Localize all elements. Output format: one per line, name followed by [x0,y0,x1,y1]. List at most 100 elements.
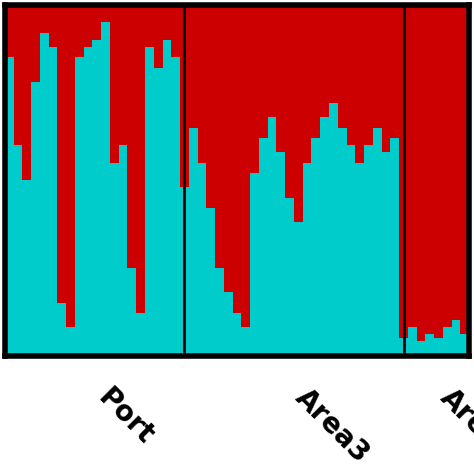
Bar [276,5,285,356]
Bar [382,5,391,356]
Bar [241,328,250,356]
Bar [338,128,346,356]
Bar [268,5,276,356]
Bar [303,163,311,356]
Bar [373,128,382,356]
Bar [171,5,180,356]
Bar [268,117,276,356]
Bar [285,198,294,356]
Bar [171,57,180,356]
Bar [452,5,461,356]
Bar [329,103,338,356]
Bar [311,138,320,356]
Bar [154,68,163,356]
Bar [31,5,40,356]
Bar [22,5,31,356]
Bar [408,328,417,356]
Bar [224,5,233,356]
Bar [320,5,329,356]
Bar [31,82,40,356]
Bar [373,5,382,356]
Bar [443,328,452,356]
Bar [356,5,364,356]
Bar [452,320,461,356]
Text: Area3: Area3 [290,383,374,469]
Bar [206,5,215,356]
Text: Port: Port [92,383,159,450]
Bar [66,5,75,356]
Bar [233,313,241,356]
Bar [434,338,443,356]
Bar [391,5,399,356]
Bar [83,5,92,356]
Bar [92,5,101,356]
Bar [461,335,469,356]
Bar [13,5,22,356]
Bar [92,40,101,356]
Bar [110,163,118,356]
Bar [189,128,198,356]
Bar [136,313,145,356]
Bar [294,222,303,356]
Bar [250,5,259,356]
Bar [101,5,110,356]
Bar [259,5,268,356]
Bar [364,5,373,356]
Bar [128,5,136,356]
Bar [346,5,356,356]
Bar [110,5,118,356]
Bar [461,5,469,356]
Bar [163,40,171,356]
Bar [241,5,250,356]
Bar [189,5,198,356]
Bar [320,117,329,356]
Bar [382,152,391,356]
Bar [57,303,66,356]
Bar [426,335,434,356]
Bar [276,152,285,356]
Bar [40,33,48,356]
Bar [136,5,145,356]
Bar [198,5,206,356]
Bar [180,5,189,356]
Bar [224,292,233,356]
Bar [13,145,22,356]
Bar [434,5,443,356]
Bar [399,5,408,356]
Bar [408,5,417,356]
Bar [198,163,206,356]
Bar [391,138,399,356]
Bar [215,5,224,356]
Bar [417,5,426,356]
Bar [75,57,83,356]
Bar [215,268,224,356]
Bar [101,22,110,356]
Bar [311,5,320,356]
Bar [5,5,13,356]
Bar [145,47,154,356]
Bar [364,145,373,356]
Text: Area4: Area4 [434,383,474,469]
Bar [180,187,189,356]
Bar [48,47,57,356]
Bar [303,5,311,356]
Bar [285,5,294,356]
Bar [128,268,136,356]
Bar [259,138,268,356]
Bar [346,145,356,356]
Bar [145,5,154,356]
Bar [356,163,364,356]
Bar [399,338,408,356]
Bar [329,5,338,356]
Bar [443,5,452,356]
Bar [417,341,426,356]
Bar [48,5,57,356]
Bar [206,208,215,356]
Bar [5,57,13,356]
Bar [233,5,241,356]
Bar [163,5,171,356]
Bar [118,5,128,356]
Bar [75,5,83,356]
Bar [57,5,66,356]
Bar [250,173,259,356]
